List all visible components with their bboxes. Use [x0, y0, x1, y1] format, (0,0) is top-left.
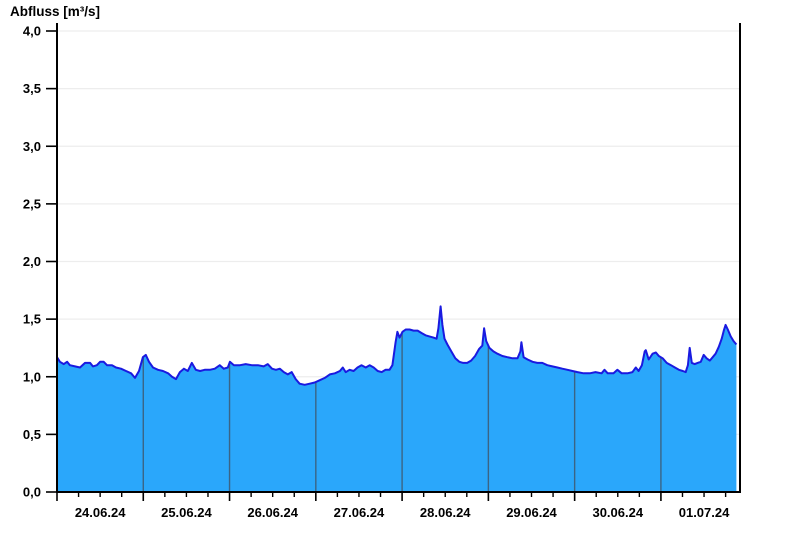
x-tick-label: 28.06.24 [420, 505, 471, 520]
x-tick-label: 29.06.24 [506, 505, 557, 520]
y-tick-label: 2,0 [23, 254, 41, 269]
x-tick-label: 24.06.24 [75, 505, 126, 520]
y-tick-label: 0,5 [23, 427, 41, 442]
x-tick-label: 26.06.24 [247, 505, 298, 520]
y-tick-label: 3,0 [23, 139, 41, 154]
chart-title: Abfluss [m³/s] [10, 4, 101, 19]
x-tick-label: 30.06.24 [592, 505, 643, 520]
y-tick-label: 2,5 [23, 196, 41, 211]
x-tick-label: 27.06.24 [334, 505, 385, 520]
discharge-area [57, 306, 737, 492]
y-tick-label: 1,0 [23, 369, 41, 384]
discharge-line [56, 305, 738, 386]
x-tick-label: 25.06.24 [161, 505, 212, 520]
y-tick-label: 0,0 [23, 485, 41, 500]
y-tick-label: 1,5 [23, 312, 41, 327]
x-tick-label: 01.07.24 [679, 505, 730, 520]
y-tick-label: 4,0 [23, 24, 41, 39]
y-tick-label: 3,5 [23, 81, 41, 96]
